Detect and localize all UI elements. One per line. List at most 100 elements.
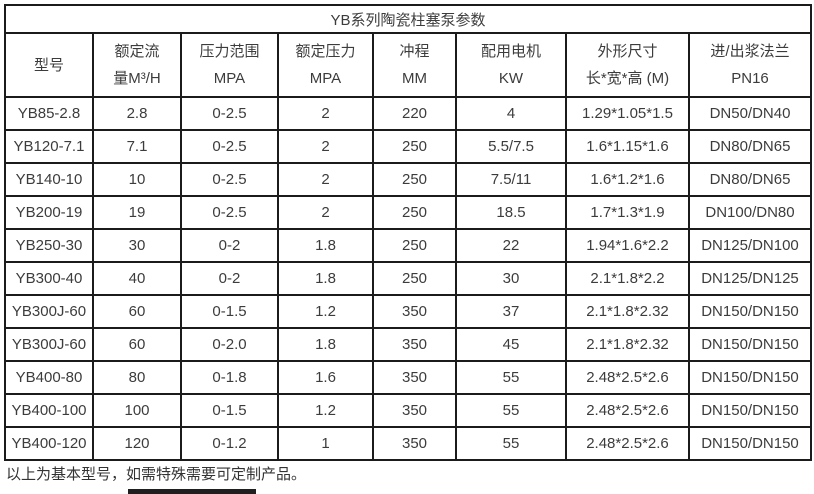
col-header-label: 型号: [33, 56, 64, 74]
col-header-dimensions: 外形尺寸 长*宽*高 (M): [565, 32, 690, 98]
table-cell: 55: [455, 393, 567, 428]
table-cell: YB120-7.1: [4, 129, 94, 164]
table-row: YB140-10 10 0-2.5 2 250 7.5/11 1.6*1.2*1.6 DN80…: [4, 162, 813, 197]
table-row: YB400-80 80 0-1.8 1.6 350 55 2.48*2.5*2.6 DN150…: [4, 360, 813, 395]
col-header-unit: MPA: [213, 70, 246, 87]
table-cell: 2.48*2.5*2.6: [565, 426, 690, 461]
table-row: YB300-40 40 0-2 1.8 250 30 2.1*1.8*2.2 DN125/DN…: [4, 261, 813, 296]
table-row: YB200-19 19 0-2.5 2 250 18.5 1.7*1.3*1.9 DN100/…: [4, 195, 813, 230]
table-cell: DN80/DN65: [687, 162, 813, 197]
table-cell: DN80/DN65: [687, 129, 813, 164]
table-cell: 350: [372, 426, 457, 461]
col-header-unit: 长*宽*高 (M): [585, 70, 670, 87]
table-cell: YB250-30: [4, 228, 94, 263]
col-header-model: 型号: [4, 32, 94, 98]
table-cell: 0-2: [180, 228, 279, 263]
table-cell: 1.2: [277, 393, 374, 428]
table-cell: YB400-100: [4, 393, 94, 428]
table-row: YB400-100 100 0-1.5 1.2 350 55 2.48*2.5*2.6 DN1…: [4, 393, 813, 428]
table-row: YB250-30 30 0-2 1.8 250 22 1.94*1.6*2.2 DN125/D…: [4, 228, 813, 263]
table-cell: 0-2.0: [180, 327, 279, 362]
table-cell: 7.1: [92, 129, 182, 164]
table-cell: YB300J-60: [4, 294, 94, 329]
table-cell: DN125/DN125: [687, 261, 813, 296]
table-cell: YB85-2.8: [4, 96, 94, 131]
table-cell: 2: [277, 96, 374, 131]
cutoff-content-bar: [128, 489, 256, 494]
table-cell: 5.5/7.5: [455, 129, 567, 164]
col-header-label: 冲程: [399, 43, 430, 60]
footer-note: 以上为基本型号，如需特殊需要可定制产品。: [6, 466, 307, 483]
table-cell: YB200-19: [4, 195, 94, 230]
col-header-flange: 进/出浆法兰 PN16: [687, 32, 813, 98]
table-cell: DN50/DN40: [687, 96, 813, 131]
table-header-row: 型号 额定流 量M³/H 压力范围 MPA 额定压力 MPA 冲程 MM: [4, 32, 813, 98]
col-header-rated-pressure: 额定压力 MPA: [277, 32, 374, 98]
table-cell: 0-2.5: [180, 195, 279, 230]
table-cell: 2.1*1.8*2.32: [565, 327, 690, 362]
table-row: YB85-2.8 2.8 0-2.5 2 220 4 1.29*1.05*1.5 DN50/D…: [4, 96, 813, 131]
table-cell: 1.7*1.3*1.9: [565, 195, 690, 230]
table-cell: 1: [277, 426, 374, 461]
table-cell: 18.5: [455, 195, 567, 230]
table-cell: 350: [372, 294, 457, 329]
table-cell: 0-2.5: [180, 129, 279, 164]
table-cell: 2.1*1.8*2.32: [565, 294, 690, 329]
table-cell: 250: [372, 228, 457, 263]
col-header-label: 进/出浆法兰: [710, 43, 790, 60]
table-cell: 0-1.8: [180, 360, 279, 395]
table-cell: 45: [455, 327, 567, 362]
table-cell: 2.48*2.5*2.6: [565, 393, 690, 428]
col-header-label: 压力范围: [199, 43, 260, 60]
table-cell: 7.5/11: [455, 162, 567, 197]
col-header-motor: 配用电机 KW: [455, 32, 567, 98]
table-row: YB400-120 120 0-1.2 1 350 55 2.48*2.5*2.6 DN150…: [4, 426, 813, 461]
table-cell: 1.2: [277, 294, 374, 329]
table-row: YB120-7.1 7.1 0-2.5 2 250 5.5/7.5 1.6*1.15*1.6…: [4, 129, 813, 164]
table-cell: 55: [455, 426, 567, 461]
table-cell: 22: [455, 228, 567, 263]
table-cell: DN150/DN150: [687, 393, 813, 428]
table-cell: DN150/DN150: [687, 360, 813, 395]
table-cell: 4: [455, 96, 567, 131]
col-header-unit: MPA: [309, 70, 342, 87]
col-header-rated-flow: 额定流 量M³/H: [92, 32, 182, 98]
table-cell: 2.8: [92, 96, 182, 131]
table-body: YB85-2.8 2.8 0-2.5 2 220 4 1.29*1.05*1.5 DN50/D…: [4, 96, 813, 461]
table-title: YB系列陶瓷柱塞泵参数: [3, 4, 813, 34]
table-cell: 0-1.2: [180, 426, 279, 461]
col-header-stroke: 冲程 MM: [372, 32, 457, 98]
table-cell: 30: [455, 261, 567, 296]
table-cell: 2: [277, 162, 374, 197]
table-cell: 30: [92, 228, 182, 263]
table-cell: 1.94*1.6*2.2: [565, 228, 690, 263]
table-cell: 250: [372, 162, 457, 197]
table-cell: 1.6: [277, 360, 374, 395]
table-cell: 40: [92, 261, 182, 296]
table-cell: 2: [277, 129, 374, 164]
table-cell: YB400-120: [4, 426, 94, 461]
table-cell: 10: [92, 162, 182, 197]
table-cell: 60: [92, 327, 182, 362]
table-cell: 250: [372, 195, 457, 230]
table-cell: 60: [92, 294, 182, 329]
table-cell: DN150/DN150: [687, 426, 813, 461]
table-cell: 2.48*2.5*2.6: [565, 360, 690, 395]
table-cell: 1.8: [277, 228, 374, 263]
col-header-unit: MM: [402, 70, 427, 87]
table-cell: 350: [372, 360, 457, 395]
col-header-unit: 量M³/H: [113, 70, 161, 87]
table-cell: 1.8: [277, 327, 374, 362]
table-cell: YB300-40: [4, 261, 94, 296]
table-cell: DN150/DN150: [687, 294, 813, 329]
table-cell: 2.1*1.8*2.2: [565, 261, 690, 296]
col-header-label: 额定流: [114, 43, 160, 60]
table-cell: 1.6*1.15*1.6: [565, 129, 690, 164]
table-cell: 100: [92, 393, 182, 428]
table-cell: 350: [372, 327, 457, 362]
pump-spec-table: YB系列陶瓷柱塞泵参数 型号 额定流 量M³/H 压力范围 MPA 额定压力 M…: [3, 4, 813, 461]
table-row: YB300J-60 60 0-1.5 1.2 350 37 2.1*1.8*2.32 DN15…: [4, 294, 813, 329]
table-cell: YB140-10: [4, 162, 94, 197]
table-cell: 19: [92, 195, 182, 230]
table-cell: 0-1.5: [180, 393, 279, 428]
